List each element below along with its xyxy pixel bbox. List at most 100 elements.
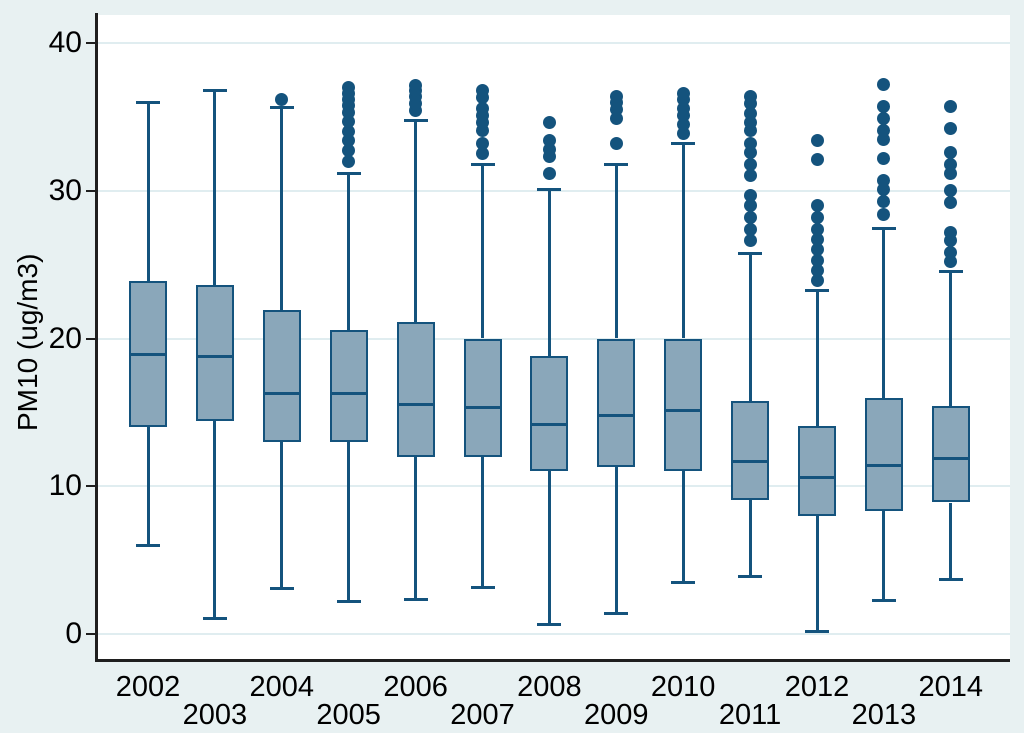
box-2005 [329, 329, 368, 442]
outlier-2008 [542, 116, 556, 130]
outlier-2007 [476, 136, 489, 150]
lower-whisker-2005 [347, 441, 351, 602]
outlier-2011 [743, 188, 757, 202]
outlier-2013 [877, 77, 891, 91]
outlier-2008 [542, 134, 556, 147]
upper-whisker-2012 [815, 289, 819, 426]
outlier-2014 [944, 184, 958, 198]
upper-whisker-2006 [414, 119, 418, 323]
lower-whisker-cap-2012 [805, 630, 829, 634]
median-2006 [396, 403, 435, 407]
outlier-2005 [342, 144, 356, 158]
upper-whisker-2007 [481, 164, 484, 339]
outlier-2014 [944, 122, 958, 136]
outlier-2012 [810, 199, 824, 213]
outlier-2014 [944, 225, 958, 239]
x-label-2011: 2011 [718, 699, 782, 731]
box-2004 [262, 310, 301, 442]
y-tick-label-20: 20 [48, 321, 82, 355]
outlier-2010 [676, 86, 690, 100]
upper-whisker-2004 [280, 106, 284, 311]
outlier-2013 [877, 100, 891, 114]
lower-whisker-cap-2008 [537, 622, 562, 626]
lower-whisker-2012 [815, 515, 819, 632]
y-tick-label-30: 30 [48, 173, 82, 207]
outlier-2013 [877, 111, 891, 125]
outlier-2004 [275, 92, 289, 106]
x-label-2009: 2009 [584, 699, 649, 731]
y-axis-line [95, 13, 98, 662]
outlier-2011 [743, 199, 757, 213]
outlier-2012 [810, 134, 824, 147]
x-label-2005: 2005 [316, 699, 381, 731]
lower-whisker-2006 [414, 456, 418, 599]
lower-whisker-cap-2002 [136, 544, 160, 548]
x-label-2010: 2010 [650, 671, 716, 703]
median-2012 [798, 475, 836, 479]
upper-whisker-2003 [213, 90, 217, 286]
median-2002 [129, 353, 167, 357]
x-axis-line [95, 659, 1010, 662]
median-2007 [463, 406, 502, 410]
outlier-2014 [944, 100, 958, 114]
outlier-2008 [542, 166, 556, 180]
outlier-2012 [810, 264, 824, 278]
upper-whisker-cap-2006 [403, 118, 428, 122]
y-tick-30 [86, 189, 95, 192]
outlier-2012 [810, 222, 824, 236]
outlier-2007 [476, 147, 489, 161]
lower-whisker-2007 [481, 456, 484, 587]
outlier-2014 [944, 157, 958, 171]
x-label-2002: 2002 [115, 671, 181, 703]
y-tick-10 [86, 485, 95, 488]
lower-whisker-2013 [882, 511, 886, 600]
outlier-2012 [810, 153, 824, 167]
median-2004 [262, 391, 301, 395]
x-label-2013: 2013 [851, 699, 917, 731]
outlier-2012 [810, 243, 824, 257]
upper-whisker-cap-2008 [537, 188, 562, 192]
upper-whisker-2013 [882, 227, 886, 398]
median-2014 [931, 456, 970, 460]
upper-whisker-2010 [681, 143, 685, 339]
y-tick-40 [86, 42, 95, 44]
gridline-y20 [97, 337, 1010, 340]
outlier-2011 [743, 107, 757, 121]
y-tick-label-0: 0 [65, 617, 82, 650]
upper-whisker-cap-2009 [604, 163, 629, 167]
outlier-2009 [609, 136, 623, 150]
box-2007 [463, 338, 502, 457]
lower-whisker-cap-2007 [470, 585, 495, 589]
upper-whisker-2005 [347, 173, 351, 330]
outlier-2011 [743, 136, 757, 150]
median-2008 [530, 422, 569, 426]
x-label-2006: 2006 [383, 671, 448, 703]
outlier-2012 [810, 253, 824, 267]
y-tick-20 [86, 337, 95, 340]
gridline-y40 [97, 42, 1010, 44]
y-tick-label-10: 10 [48, 469, 82, 503]
outlier-2014 [944, 246, 958, 260]
x-label-2008: 2008 [517, 671, 582, 703]
lower-whisker-cap-2011 [738, 575, 763, 579]
outlier-2009 [609, 89, 623, 103]
lower-whisker-2004 [280, 441, 284, 589]
upper-whisker-cap-2005 [336, 172, 361, 176]
outlier-2013 [877, 151, 891, 165]
lower-whisker-cap-2010 [671, 581, 696, 585]
outlier-2011 [743, 89, 757, 103]
x-label-2003: 2003 [182, 699, 248, 731]
outlier-2011 [743, 210, 757, 224]
outlier-2012 [810, 210, 824, 224]
lower-whisker-2009 [614, 467, 618, 614]
y-axis-title: PM10 (ug/m3) [12, 253, 43, 431]
box-2012 [798, 425, 836, 516]
upper-whisker-cap-2012 [805, 288, 829, 292]
outlier-2005 [342, 125, 356, 139]
lower-whisker-cap-2005 [336, 600, 361, 604]
outlier-2013 [877, 207, 891, 221]
box-2011 [731, 400, 770, 500]
median-2013 [864, 464, 903, 468]
gridline-y10 [97, 485, 1010, 488]
upper-whisker-cap-2014 [938, 269, 963, 273]
